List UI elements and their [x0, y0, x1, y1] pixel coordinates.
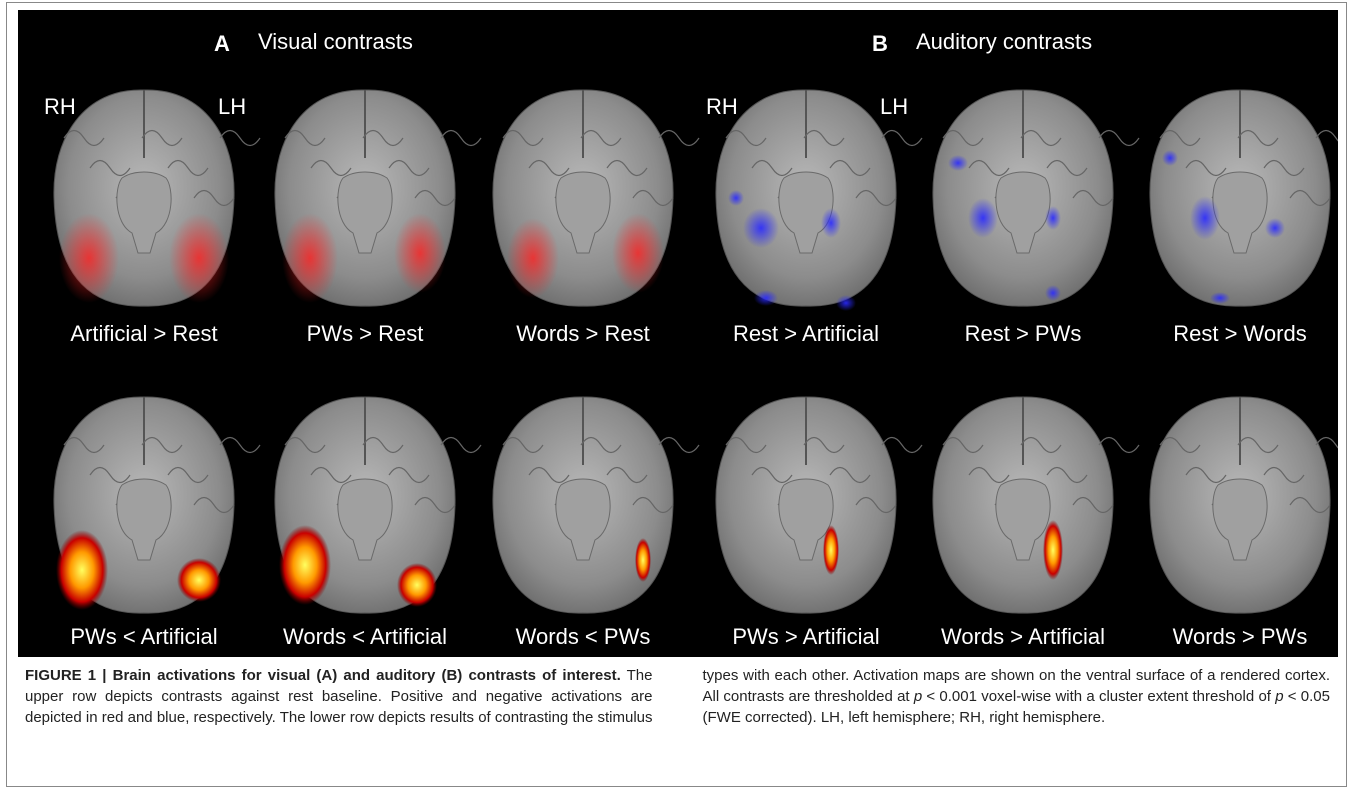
- activation: [1043, 520, 1063, 580]
- page: A Visual contrasts RH LH Artificial > Rest PW…: [0, 0, 1355, 791]
- activation: [754, 290, 778, 306]
- lh-label: LH: [880, 94, 908, 119]
- contrast-label: Words > Artificial: [941, 624, 1105, 649]
- contrast-label: Rest > Artificial: [733, 321, 879, 346]
- lh-label: LH: [218, 94, 246, 119]
- activation: [507, 218, 559, 298]
- activation: [282, 213, 338, 303]
- activation: [836, 295, 856, 311]
- contrast-label: PWs > Artificial: [732, 624, 879, 649]
- activation: [821, 208, 841, 238]
- activation: [1045, 206, 1061, 230]
- contrast-label: PWs < Artificial: [70, 624, 217, 649]
- caption-text: p: [1275, 688, 1283, 705]
- caption-text: < 0.001 voxel-wise with a cluster extent…: [922, 688, 1275, 705]
- brain-image: [1150, 397, 1338, 613]
- panel-title: Auditory contrasts: [916, 29, 1092, 54]
- contrast-label: Words < Artificial: [283, 624, 447, 649]
- activation: [743, 208, 779, 248]
- activation: [1210, 292, 1230, 304]
- caption-label: FIGURE 1 |: [25, 667, 106, 684]
- activation: [56, 530, 108, 610]
- activation: [823, 525, 839, 575]
- activation: [59, 213, 119, 303]
- contrast-label: Words > PWs: [1173, 624, 1308, 649]
- activation: [1265, 218, 1285, 238]
- panel-title: Visual contrasts: [258, 29, 413, 54]
- contrast-label: Words > Rest: [516, 321, 649, 346]
- activation: [397, 563, 437, 607]
- activation: [177, 558, 221, 602]
- activation: [279, 525, 331, 605]
- contrast-label: Rest > PWs: [965, 321, 1082, 346]
- caption-title: Brain activations for visual (A) and aud…: [113, 667, 621, 684]
- contrast-label: Rest > Words: [1173, 321, 1306, 346]
- contrast-label: PWs > Rest: [307, 321, 424, 346]
- brain-image: [1150, 90, 1338, 306]
- rh-label: RH: [44, 94, 76, 119]
- activation: [169, 213, 229, 303]
- panel-letter: B: [872, 31, 888, 56]
- caption-text: p: [914, 688, 922, 705]
- figure: A Visual contrasts RH LH Artificial > Rest PW…: [18, 10, 1338, 657]
- activation: [1045, 285, 1061, 301]
- activation: [394, 213, 446, 293]
- activation: [1190, 196, 1220, 240]
- contrast-label: Words < PWs: [516, 624, 651, 649]
- rh-label: RH: [706, 94, 738, 119]
- activation: [1162, 150, 1178, 166]
- caption: FIGURE 1 | Brain activations for visual …: [25, 665, 1330, 728]
- activation: [612, 213, 664, 293]
- activation: [948, 155, 968, 171]
- panel-letter: A: [214, 31, 230, 56]
- activation: [728, 190, 744, 206]
- activation: [968, 198, 998, 238]
- activation: [635, 538, 651, 582]
- contrast-label: Artificial > Rest: [70, 321, 217, 346]
